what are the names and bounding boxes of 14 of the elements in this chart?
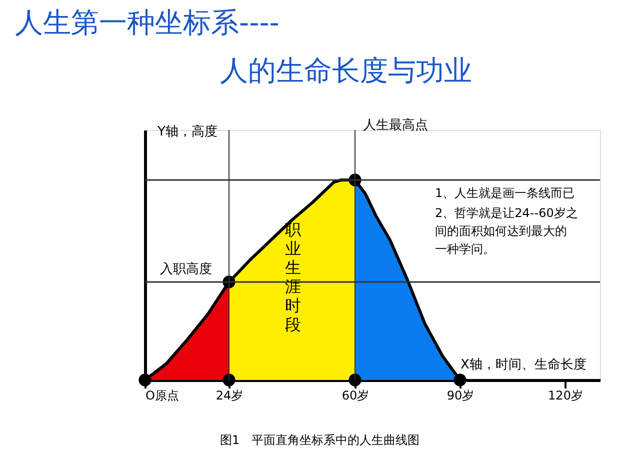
y-axis-title: Y轴，高度 <box>156 124 218 140</box>
x-axis-title: X轴，时间、生命长度 <box>460 356 586 372</box>
x-tick-label: O原点 <box>146 388 179 402</box>
x-tick-label: 90岁 <box>446 388 474 402</box>
x-tick-label: 120岁 <box>548 388 583 402</box>
annotation: 1、人生就是画一条线而已 <box>435 186 575 200</box>
ref-line-label: 入职高度 <box>160 261 212 277</box>
caption: 图1 平面直角坐标系中的人生曲线图 <box>220 433 420 447</box>
x-tick-label: 24岁 <box>216 388 244 402</box>
annotation: 2、哲学就是让24--60岁之间的面积如何达到最大的一种学问。 <box>435 206 578 256</box>
ref-line-label: 人生最高点 <box>363 117 428 133</box>
chart-subtitle: 人的生命长度与功业 <box>220 54 472 87</box>
chart-title: 人生第一种坐标系---- <box>15 6 280 39</box>
x-tick-label: 60岁 <box>342 388 370 402</box>
